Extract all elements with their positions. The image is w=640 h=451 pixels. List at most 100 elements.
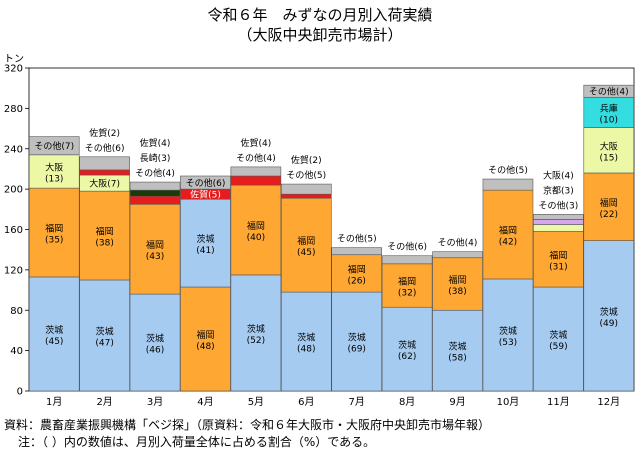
source-note: 資料：農畜産業振興機構「ベジ探」（原資料：令和６年大阪市・大阪府中央卸売市場年報… (4, 418, 491, 432)
footnote: 注：（ ）内の数値は、月別入荷量全体に占める割合（%）である。 (18, 435, 376, 449)
data-label-percent: (38) (95, 239, 113, 249)
bar-segment (381, 263, 433, 308)
data-label-percent: (31) (549, 262, 567, 272)
data-label: 福岡 (398, 276, 416, 288)
data-label: 福岡 (96, 226, 114, 238)
data-label: その他(6) (186, 177, 226, 189)
data-label: 茨城 (297, 332, 315, 344)
data-label-above: 大阪(4) (543, 169, 574, 181)
bar-segment (432, 309, 483, 392)
data-label-above: 佐賀(2) (291, 154, 322, 166)
bar-segment (280, 197, 332, 293)
bar-segment (180, 175, 231, 190)
data-label-percent: (38) (448, 287, 466, 297)
y-axis-label: トン (4, 54, 24, 65)
y-tick-label: 240 (4, 144, 23, 155)
data-label-above: その他(5) (286, 169, 326, 181)
data-label-percent: (22) (600, 210, 618, 220)
x-tick-label: 6月 (298, 396, 314, 408)
data-label-percent: (10) (600, 115, 618, 125)
y-tick-label: 120 (4, 265, 23, 276)
y-tick-label: 200 (4, 185, 23, 196)
bar-segment (280, 193, 332, 199)
bar-segment (331, 291, 383, 392)
data-label: 福岡 (600, 197, 618, 209)
y-tick-label: 160 (4, 225, 23, 236)
x-tick-label: 3月 (147, 396, 163, 408)
bar-segment (533, 214, 584, 220)
bar-segment (180, 286, 231, 392)
y-tick-label: 280 (4, 104, 23, 115)
data-label-above: 京都(3) (543, 184, 574, 196)
x-tick-label: 11月 (547, 396, 570, 408)
data-label-percent: (26) (347, 276, 365, 286)
y-tick-label: 0 (17, 387, 23, 398)
data-label: 福岡 (196, 329, 214, 341)
data-label: 茨城 (146, 333, 164, 345)
data-label-percent: (43) (146, 252, 164, 262)
data-label-percent: (53) (499, 338, 517, 348)
bar-segment (129, 189, 181, 197)
x-tick-label: 4月 (197, 396, 213, 408)
x-tick-label: 8月 (399, 396, 415, 408)
data-label: その他(4) (589, 86, 629, 98)
data-label-percent: (62) (398, 352, 416, 362)
chart-subtitle: （大阪中央卸売市場計） (237, 26, 403, 44)
y-tick-label: 40 (10, 346, 23, 357)
data-label-above: その他(3) (539, 199, 579, 211)
bar-segment (533, 224, 584, 232)
data-label-percent: (52) (247, 336, 265, 346)
data-label-percent: (45) (45, 337, 63, 347)
x-tick-label: 9月 (449, 396, 465, 408)
data-label-percent: (47) (95, 338, 113, 348)
bar-segment (583, 172, 635, 241)
data-label: 茨城 (549, 329, 567, 341)
bar-segment (583, 127, 635, 174)
data-label: 茨城 (348, 332, 366, 344)
data-label: 福岡 (247, 220, 265, 232)
data-label-percent: (58) (448, 354, 466, 364)
data-label-percent: (32) (398, 289, 416, 299)
bar-segment (331, 254, 383, 293)
data-label: 佐賀(5) (190, 189, 221, 201)
bar-segment (280, 291, 332, 392)
data-label-above: その他(4) (236, 152, 276, 164)
data-label: 福岡 (499, 225, 517, 237)
data-label: 茨城 (45, 324, 63, 336)
bar-segment (28, 136, 80, 156)
bar-segment (129, 181, 181, 191)
bar-segment (230, 184, 282, 276)
data-label: 兵庫 (600, 102, 618, 114)
bar-segment (482, 278, 534, 392)
data-label-above: 佐賀(2) (89, 127, 120, 139)
bar-segment (230, 274, 282, 392)
data-label-percent: (40) (247, 233, 265, 243)
x-tick-label: 7月 (349, 396, 365, 408)
bar-segment (583, 240, 635, 392)
x-tick-label: 1月 (46, 396, 62, 408)
x-tick-label: 12月 (597, 396, 620, 408)
data-label-above: その他(5) (337, 233, 377, 245)
data-label-percent: (42) (499, 238, 517, 248)
data-label: 茨城 (247, 323, 265, 335)
data-label-percent: (59) (549, 342, 567, 352)
data-label-percent: (15) (600, 153, 618, 163)
bar-segment (79, 279, 130, 392)
bar-segment (230, 166, 282, 177)
data-label-percent: (41) (196, 246, 214, 256)
y-tick-label: 320 (4, 64, 23, 75)
bar-segment (230, 175, 282, 186)
bar-segment (280, 183, 332, 195)
data-label-percent: (49) (600, 319, 618, 329)
data-label-above: 佐賀(4) (140, 137, 171, 149)
bar-segment (79, 156, 130, 171)
data-label: 茨城 (398, 339, 416, 351)
data-label: 大阪 (45, 161, 63, 173)
bar-segment (180, 198, 231, 288)
bar-segment (129, 293, 181, 392)
chart-title: 令和６年 みずなの月別入荷実績 (207, 6, 433, 24)
data-label-percent: (48) (196, 342, 214, 352)
x-tick-label: 10月 (497, 396, 520, 408)
data-label-percent: (45) (297, 248, 315, 258)
